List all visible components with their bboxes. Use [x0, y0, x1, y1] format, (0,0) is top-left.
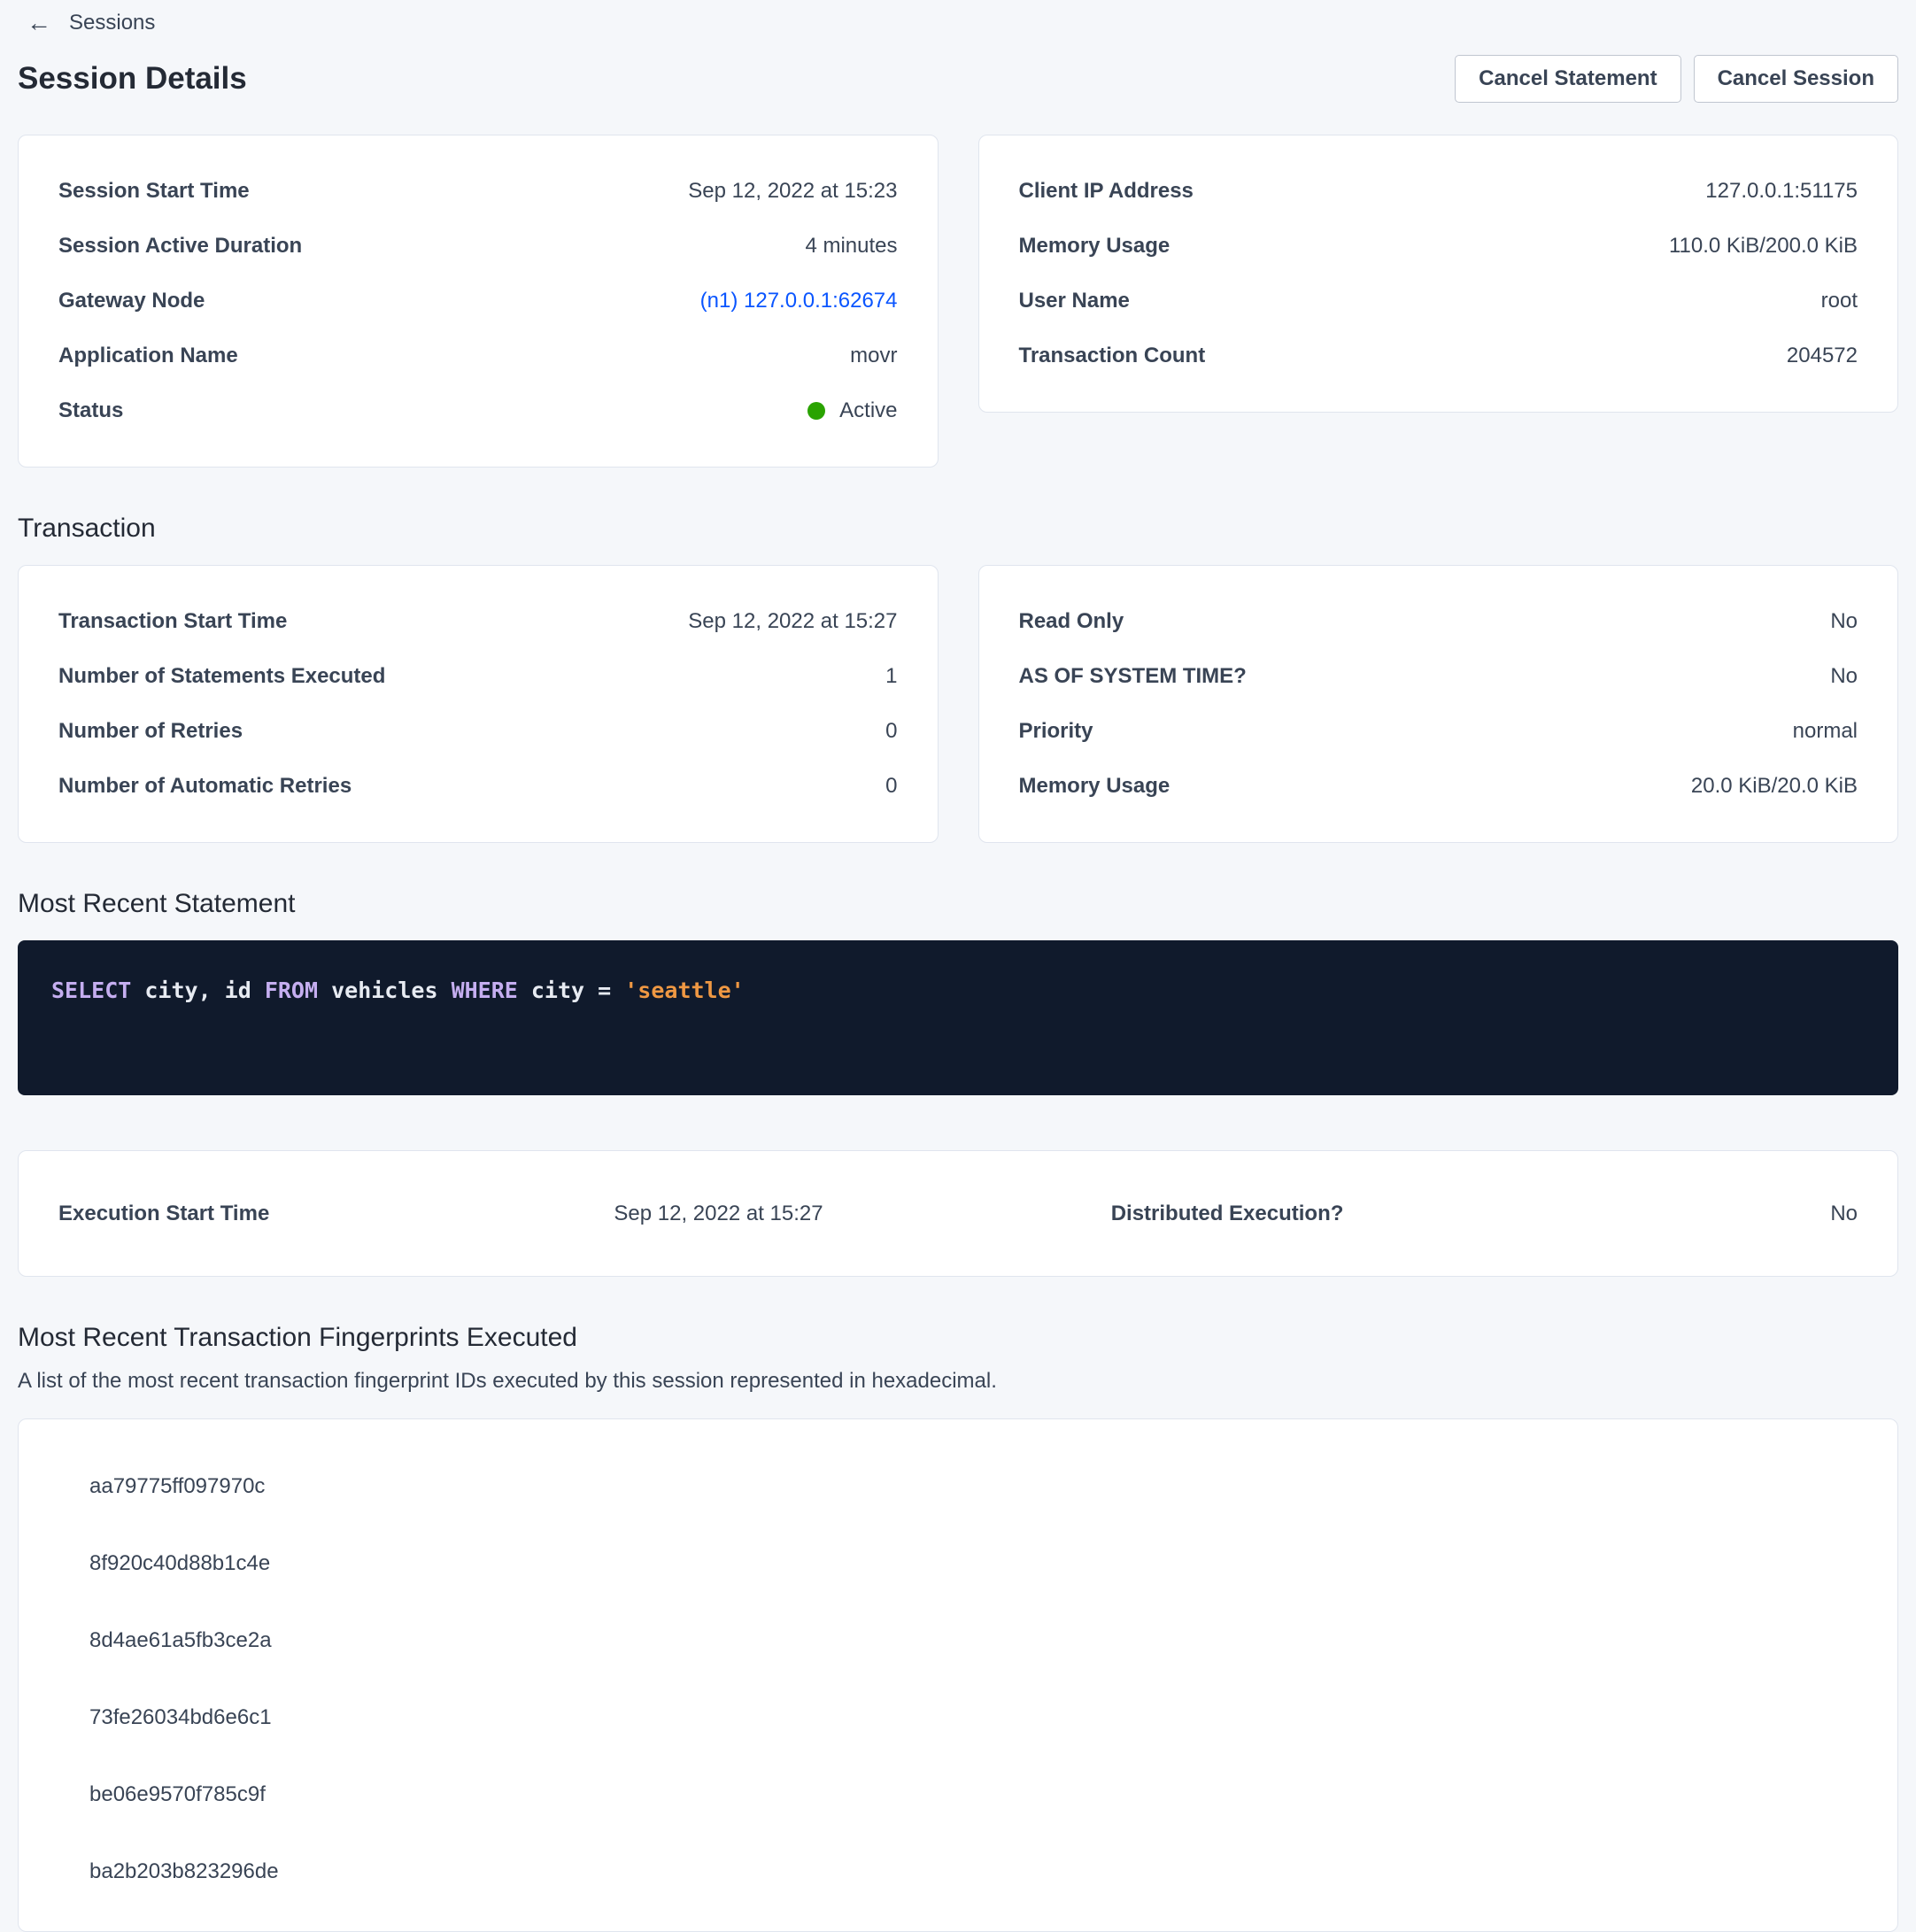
fingerprint-item: 73fe26034bd6e6c1	[89, 1704, 272, 1729]
transaction-card-left: Transaction Start Time Sep 12, 2022 at 1…	[18, 565, 939, 843]
row-value: 0	[885, 719, 898, 743]
fingerprint-item: 8d4ae61a5fb3ce2a	[89, 1627, 272, 1652]
transaction-start-time-row: Transaction Start Time Sep 12, 2022 at 1…	[58, 594, 898, 649]
transaction-count-row: Transaction Count 204572	[1019, 328, 1858, 383]
row-value: Sep 12, 2022 at 15:27	[614, 1201, 823, 1225]
row-label: Session Active Duration	[58, 234, 303, 258]
row-label: AS OF SYSTEM TIME?	[1018, 664, 1247, 688]
row-value: 4 minutes	[805, 234, 898, 258]
row-label: Gateway Node	[58, 289, 205, 313]
row-label: Memory Usage	[1018, 234, 1170, 258]
row-value: No	[1830, 609, 1858, 633]
session-summary-card-left: Session Start Time Sep 12, 2022 at 15:23…	[18, 135, 939, 468]
row-label: Transaction Start Time	[58, 609, 288, 633]
row-label: Client IP Address	[1018, 179, 1194, 203]
fingerprint-item: aa79775ff097970c	[89, 1473, 266, 1498]
row-label: Distributed Execution?	[1110, 1201, 1344, 1225]
transaction-section-heading: Transaction	[18, 514, 156, 543]
row-value: movr	[850, 344, 898, 367]
sql-keyword: FROM	[264, 978, 319, 1003]
row-label: Number of Automatic Retries	[58, 774, 352, 798]
row-label: Memory Usage	[1018, 774, 1170, 798]
title-row: Session Details Cancel Statement Cancel …	[18, 55, 1898, 103]
status-badge: Active	[839, 398, 898, 422]
status-active-dot-icon	[807, 402, 826, 420]
sql-text: city, id	[131, 978, 265, 1003]
sql-statement-box: SELECT city, id FROM vehicles WHERE city…	[18, 940, 1898, 1095]
row-value: 20.0 KiB/20.0 KiB	[1690, 774, 1858, 798]
distributed-execution-row: Distributed Execution? No	[1111, 1202, 1858, 1226]
row-value: normal	[1792, 719, 1858, 743]
row-label: Read Only	[1018, 609, 1124, 633]
session-summary-cards: Session Start Time Sep 12, 2022 at 15:23…	[18, 135, 1898, 468]
row-label: User Name	[1018, 289, 1130, 313]
transaction-cards: Transaction Start Time Sep 12, 2022 at 1…	[18, 565, 1898, 843]
as-of-system-time-row: AS OF SYSTEM TIME? No	[1019, 649, 1858, 704]
read-only-row: Read Only No	[1019, 594, 1858, 649]
transaction-memory-usage-row: Memory Usage 20.0 KiB/20.0 KiB	[1019, 759, 1858, 814]
sql-text: vehicles	[318, 978, 452, 1003]
page-title: Session Details	[18, 61, 247, 96]
session-active-duration-row: Session Active Duration 4 minutes	[58, 219, 898, 274]
execution-card: Execution Start Time Sep 12, 2022 at 15:…	[18, 1150, 1898, 1277]
row-label: Transaction Count	[1018, 344, 1206, 367]
client-ip-row: Client IP Address 127.0.0.1:51175	[1019, 164, 1858, 219]
automatic-retries-row: Number of Automatic Retries 0	[58, 759, 898, 814]
retries-row: Number of Retries 0	[58, 704, 898, 759]
statements-executed-row: Number of Statements Executed 1	[58, 649, 898, 704]
row-label: Session Start Time	[58, 179, 250, 203]
fingerprint-item: be06e9570f785c9f	[89, 1781, 266, 1806]
sql-keyword: WHERE	[451, 978, 518, 1003]
row-value: 127.0.0.1:51175	[1705, 179, 1858, 203]
gateway-node-row: Gateway Node (n1) 127.0.0.1:62674	[58, 274, 898, 328]
header-actions: Cancel Statement Cancel Session	[1455, 55, 1898, 103]
application-name-row: Application Name movr	[58, 328, 898, 383]
row-value: 204572	[1786, 344, 1858, 367]
row-label: Execution Start Time	[58, 1201, 270, 1225]
fingerprints-section-heading: Most Recent Transaction Fingerprints Exe…	[18, 1323, 577, 1352]
row-value: 0	[885, 774, 898, 798]
row-value: 110.0 KiB/200.0 KiB	[1668, 234, 1858, 258]
row-label: Priority	[1018, 719, 1093, 743]
row-value: root	[1820, 289, 1858, 313]
user-name-row: User Name root	[1019, 274, 1858, 328]
sql-string-literal: 'seattle'	[624, 978, 745, 1003]
fingerprints-description: A list of the most recent transaction fi…	[18, 1369, 997, 1393]
statement-section-heading: Most Recent Statement	[18, 889, 296, 918]
status-value: Active	[807, 398, 898, 423]
sql-text: city =	[517, 978, 625, 1003]
row-label: Number of Retries	[58, 719, 243, 743]
sql-statement: SELECT city, id FROM vehicles WHERE city…	[51, 978, 1865, 1003]
row-label: Status	[58, 398, 124, 422]
execution-start-time-row: Execution Start Time Sep 12, 2022 at 15:…	[58, 1202, 823, 1226]
row-label: Number of Statements Executed	[58, 664, 386, 688]
fingerprint-item: ba2b203b823296de	[89, 1859, 279, 1883]
breadcrumb-label: Sessions	[69, 11, 156, 35]
sql-keyword: SELECT	[51, 978, 132, 1003]
row-label: Application Name	[58, 344, 238, 367]
gateway-node-link[interactable]: (n1) 127.0.0.1:62674	[699, 289, 898, 313]
session-start-time-row: Session Start Time Sep 12, 2022 at 15:23	[58, 164, 898, 219]
row-value: Sep 12, 2022 at 15:23	[688, 179, 898, 203]
memory-usage-row: Memory Usage 110.0 KiB/200.0 KiB	[1019, 219, 1858, 274]
session-summary-card-right: Client IP Address 127.0.0.1:51175 Memory…	[977, 135, 1898, 413]
row-value: Sep 12, 2022 at 15:27	[688, 609, 898, 633]
status-row: Status Active	[58, 383, 898, 438]
cancel-session-button[interactable]: Cancel Session	[1693, 55, 1898, 103]
row-value: No	[1830, 664, 1858, 688]
row-value: 1	[885, 664, 898, 688]
back-arrow-icon: ←	[27, 9, 51, 36]
row-value: No	[1830, 1201, 1858, 1225]
fingerprint-item: 8f920c40d88b1c4e	[89, 1550, 271, 1575]
transaction-card-right: Read Only No AS OF SYSTEM TIME? No Prior…	[977, 565, 1898, 843]
priority-row: Priority normal	[1019, 704, 1858, 759]
breadcrumb-back-to-sessions[interactable]: ← Sessions	[18, 9, 164, 37]
cancel-statement-button[interactable]: Cancel Statement	[1455, 55, 1681, 103]
fingerprints-card: aa79775ff097970c 8f920c40d88b1c4e 8d4ae6…	[18, 1418, 1898, 1932]
